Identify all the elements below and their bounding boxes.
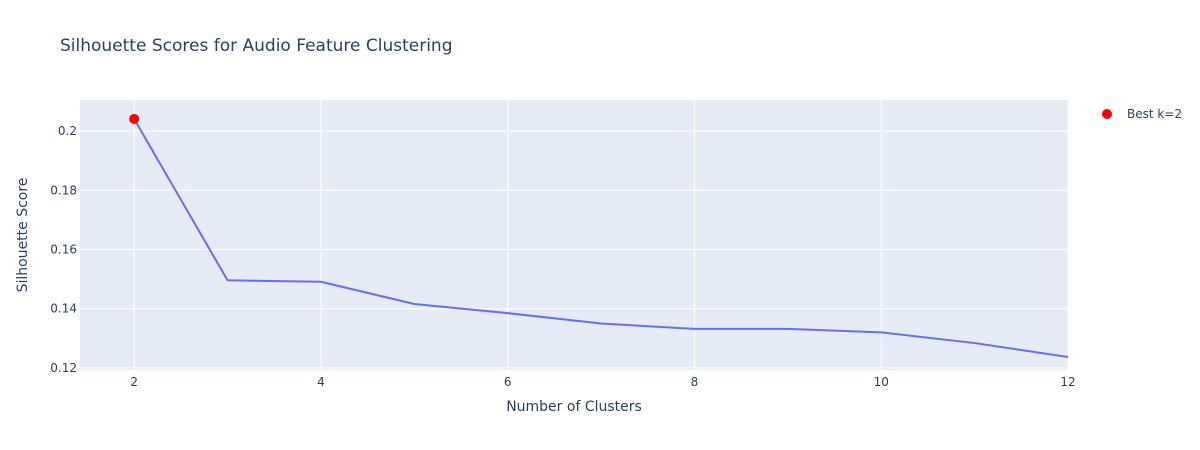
data-point[interactable]	[969, 337, 981, 349]
y-tick-label: 0.18	[50, 183, 77, 197]
best-k-marker[interactable]	[129, 113, 140, 124]
data-point[interactable]	[315, 276, 327, 288]
y-tick-label: 0.2	[58, 124, 77, 138]
y-axis-title: Silhouette Score	[15, 178, 31, 293]
x-tick-label: 6	[504, 375, 512, 389]
series-layer	[129, 113, 1074, 363]
x-tick-label: 8	[691, 375, 699, 389]
x-axis-ticks: 2 4 6 8 10 12	[130, 375, 1075, 389]
x-tick-label: 10	[874, 375, 889, 389]
legend-marker-best-k	[1102, 109, 1112, 119]
x-tick-label: 12	[1060, 375, 1075, 389]
y-tick-label: 0.12	[50, 361, 77, 375]
data-point[interactable]	[408, 298, 420, 310]
data-point[interactable]	[222, 274, 234, 286]
legend-label-best-k: Best k=2	[1127, 107, 1182, 121]
grid-lines	[80, 100, 1069, 370]
data-point[interactable]	[782, 323, 794, 335]
legend[interactable]: Best k=2	[1102, 107, 1182, 121]
plot-area	[80, 100, 1068, 370]
series-line	[133, 118, 1069, 358]
y-tick-label: 0.16	[50, 243, 77, 257]
x-tick-label: 4	[317, 375, 325, 389]
data-point[interactable]	[1062, 351, 1074, 363]
y-axis-ticks: 0.12 0.14 0.16 0.18 0.2	[50, 124, 77, 375]
data-point[interactable]	[688, 323, 700, 335]
data-point[interactable]	[502, 307, 514, 319]
x-tick-label: 2	[130, 375, 138, 389]
y-tick-label: 0.14	[50, 302, 77, 316]
data-point[interactable]	[875, 326, 887, 338]
chart-title: Silhouette Scores for Audio Feature Clus…	[60, 36, 453, 56]
data-point[interactable]	[595, 318, 607, 330]
x-axis-title: Number of Clusters	[506, 399, 642, 415]
